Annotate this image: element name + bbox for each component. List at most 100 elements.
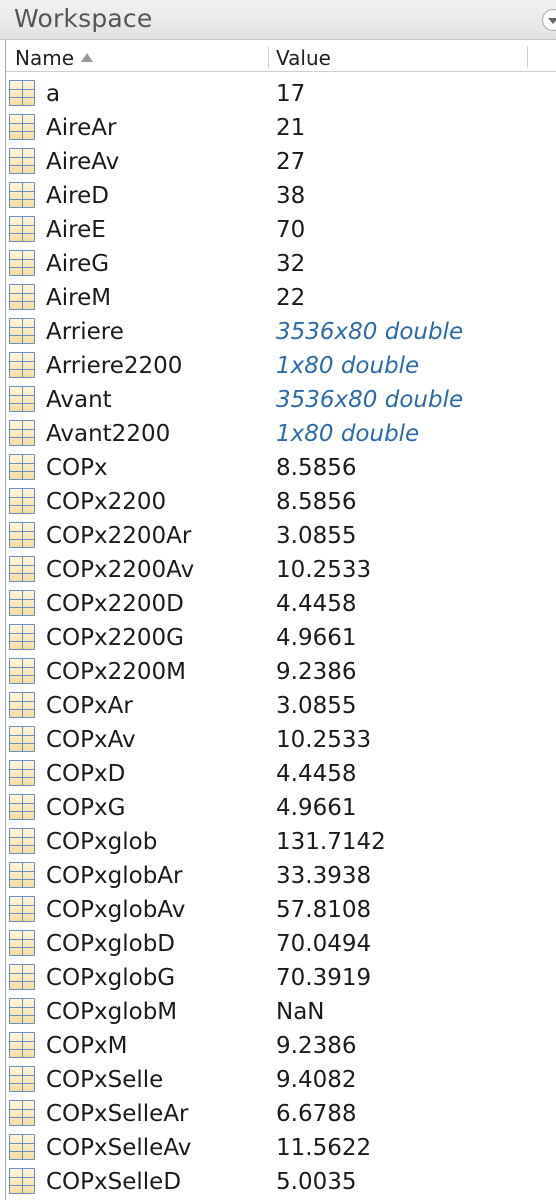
grid-table-icon — [9, 760, 35, 786]
variable-value-link[interactable]: 3536x80 double — [276, 387, 464, 413]
grid-table-icon — [9, 1168, 35, 1194]
variable-value: 57.8108 — [276, 897, 372, 923]
variable-value: 4.4458 — [276, 761, 357, 787]
panel-actions-icon[interactable] — [542, 9, 556, 31]
grid-table-icon — [9, 216, 35, 242]
variable-row[interactable]: COPxSelleD 5.0035 — [6, 1163, 556, 1197]
variable-list: a 17 AireAr 21 AireAv 27 AireD 38 AireE 70 AireG 32… — [6, 75, 556, 1197]
grid-table-icon — [9, 284, 35, 310]
grid-table-icon — [9, 828, 35, 854]
variable-value: NaN — [276, 999, 325, 1025]
variable-row[interactable]: AireM 22 — [6, 279, 556, 313]
grid-table-icon — [9, 318, 35, 344]
variable-row[interactable]: COPxAr 3.0855 — [6, 687, 556, 721]
variable-row[interactable]: AireE 70 — [6, 211, 556, 245]
variable-row[interactable]: COPxglobAv 57.8108 — [6, 891, 556, 925]
variable-row[interactable]: AireAr 21 — [6, 109, 556, 143]
variable-row[interactable]: COPxglobAr 33.3938 — [6, 857, 556, 891]
variable-value: 22 — [276, 285, 306, 311]
variable-row[interactable]: Arriere2200 1x80 double — [6, 347, 556, 381]
variable-row[interactable]: COPxglobG 70.3919 — [6, 959, 556, 993]
grid-table-icon — [9, 862, 35, 888]
grid-table-icon — [9, 1134, 35, 1160]
variable-value: 8.5856 — [276, 489, 357, 515]
column-header-value[interactable]: Value — [276, 42, 331, 71]
variable-row[interactable]: AireD 38 — [6, 177, 556, 211]
variable-name: COPxglobM — [46, 999, 178, 1025]
variable-row[interactable]: a 17 — [6, 75, 556, 109]
variable-name: AireAr — [46, 115, 117, 141]
variable-value: 4.9661 — [276, 625, 357, 651]
variable-row[interactable]: COPxglobM NaN — [6, 993, 556, 1027]
workspace-table: Name Value a 17 AireAr 21 AireAv 27 AireD 38 Air… — [5, 40, 556, 1200]
grid-table-icon — [9, 658, 35, 684]
grid-table-icon — [9, 488, 35, 514]
variable-value: 27 — [276, 149, 306, 175]
column-header-name[interactable]: Name — [15, 42, 94, 71]
variable-row[interactable]: AireAv 27 — [6, 143, 556, 177]
variable-name: COPxSelleAv — [46, 1135, 192, 1161]
variable-name: Avant — [46, 387, 112, 413]
variable-name: a — [46, 81, 61, 107]
grid-table-icon — [9, 1032, 35, 1058]
variable-row[interactable]: COPxD 4.4458 — [6, 755, 556, 789]
variable-row[interactable]: COPxAv 10.2533 — [6, 721, 556, 755]
variable-row[interactable]: COPxSelleAv 11.5622 — [6, 1129, 556, 1163]
variable-value: 21 — [276, 115, 306, 141]
variable-row[interactable]: COPxM 9.2386 — [6, 1027, 556, 1061]
variable-name: COPxAr — [46, 693, 133, 719]
variable-row[interactable]: COPx 8.5856 — [6, 449, 556, 483]
variable-row[interactable]: COPx2200M 9.2386 — [6, 653, 556, 687]
variable-value: 70.0494 — [276, 931, 372, 957]
variable-name: COPxglobAv — [46, 897, 186, 923]
grid-table-icon — [9, 454, 35, 480]
table-header: Name Value — [6, 42, 556, 72]
variable-row[interactable]: COPx2200D 4.4458 — [6, 585, 556, 619]
variable-row[interactable]: COPxSelle 9.4082 — [6, 1061, 556, 1095]
variable-value: 70.3919 — [276, 965, 372, 991]
variable-value: 70 — [276, 217, 306, 243]
grid-table-icon — [9, 896, 35, 922]
variable-value: 5.0035 — [276, 1169, 357, 1195]
variable-name: Arriere — [46, 319, 124, 345]
variable-row[interactable]: COPx2200Ar 3.0855 — [6, 517, 556, 551]
variable-name: COPxglobG — [46, 965, 176, 991]
variable-row[interactable]: COPx2200 8.5856 — [6, 483, 556, 517]
variable-row[interactable]: AireG 32 — [6, 245, 556, 279]
grid-table-icon — [9, 1100, 35, 1126]
column-divider[interactable] — [527, 46, 528, 68]
variable-row[interactable]: Arriere 3536x80 double — [6, 313, 556, 347]
variable-row[interactable]: COPx2200Av 10.2533 — [6, 551, 556, 585]
variable-value: 10.2533 — [276, 727, 372, 753]
variable-name: COPx2200M — [46, 659, 187, 685]
variable-value-link[interactable]: 1x80 double — [276, 353, 420, 379]
variable-row[interactable]: Avant 3536x80 double — [6, 381, 556, 415]
variable-value-link[interactable]: 3536x80 double — [276, 319, 464, 345]
variable-row[interactable]: COPxglob 131.7142 — [6, 823, 556, 857]
variable-name: COPxglob — [46, 829, 158, 855]
variable-value-link[interactable]: 1x80 double — [276, 421, 420, 447]
grid-table-icon — [9, 692, 35, 718]
workspace-titlebar: Workspace — [0, 0, 556, 40]
variable-value: 11.5622 — [276, 1135, 372, 1161]
variable-value: 32 — [276, 251, 306, 277]
grid-table-icon — [9, 1066, 35, 1092]
variable-row[interactable]: COPxG 4.9661 — [6, 789, 556, 823]
variable-name: AireG — [46, 251, 110, 277]
variable-row[interactable]: COPxSelleAr 6.6788 — [6, 1095, 556, 1129]
variable-name: COPx2200Av — [46, 557, 195, 583]
panel-title: Workspace — [14, 4, 153, 33]
variable-value: 3.0855 — [276, 523, 357, 549]
variable-name: COPxSelleAr — [46, 1101, 189, 1127]
variable-name: COPxSelleD — [46, 1169, 182, 1195]
variable-value: 33.3938 — [276, 863, 372, 889]
column-divider[interactable] — [268, 46, 269, 68]
variable-row[interactable]: COPx2200G 4.9661 — [6, 619, 556, 653]
variable-name: COPx — [46, 455, 108, 481]
variable-row[interactable]: Avant2200 1x80 double — [6, 415, 556, 449]
variable-value: 10.2533 — [276, 557, 372, 583]
variable-name: COPxSelle — [46, 1067, 164, 1093]
variable-row[interactable]: COPxglobD 70.0494 — [6, 925, 556, 959]
grid-table-icon — [9, 114, 35, 140]
variable-value: 8.5856 — [276, 455, 357, 481]
